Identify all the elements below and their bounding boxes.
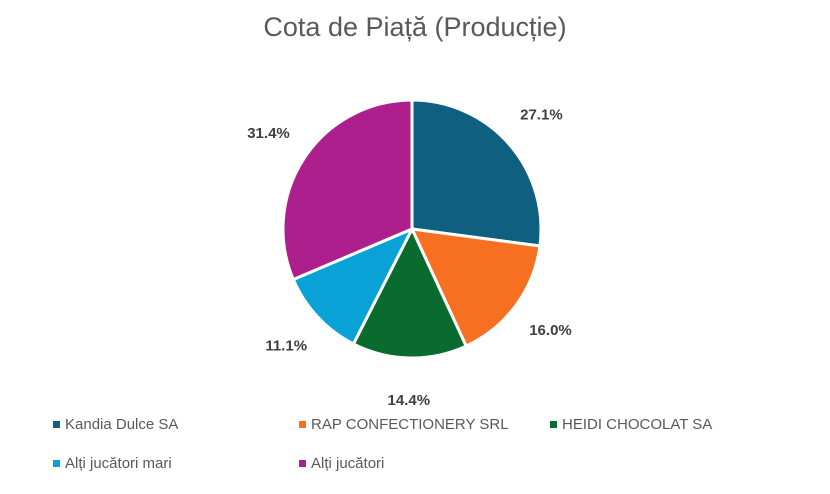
pie-slice-alti-mari (291, 227, 414, 346)
legend-swatch (53, 459, 60, 467)
legend-item-rap: RAP CONFECTIONERY SRL (299, 416, 509, 433)
pie-slice-heidi (351, 227, 468, 360)
legend-label: Alți jucători (311, 455, 385, 472)
legend-item-kandia: Kandia Dulce SA (53, 416, 178, 433)
legend-swatch (299, 420, 306, 428)
legend-swatch (53, 420, 60, 428)
pie-slice-alti (281, 98, 414, 281)
legend-label: Alți jucători mari (65, 455, 172, 472)
pie-slice-rap (410, 227, 542, 348)
chart-title: Cota de Piață (Producție) (263, 12, 567, 42)
legend-label: RAP CONFECTIONERY SRL (311, 416, 509, 433)
legend-item-alti: Alți jucători (299, 455, 384, 472)
data-label-alti: 31.4% (247, 125, 290, 142)
legend-label: Kandia Dulce SA (65, 416, 179, 433)
data-label-kandia: 27.1% (520, 107, 563, 124)
data-label-alti-mari: 11.1% (265, 337, 307, 354)
pie-slices (281, 98, 543, 360)
legend-swatch (550, 420, 557, 428)
pie-labels: 27.1% 16.0% 14.4% 11.1% 31.4% (247, 107, 572, 409)
legend-swatch (299, 459, 306, 467)
legend-item-heidi: HEIDI CHOCOLAT SA (550, 416, 712, 433)
legend-item-alti-mari: Alți jucători mari (53, 455, 172, 472)
pie-slice-kandia (410, 98, 543, 248)
legend-label: HEIDI CHOCOLAT SA (562, 416, 713, 433)
data-label-heidi: 14.4% (388, 392, 431, 409)
data-label-rap: 16.0% (529, 322, 572, 339)
